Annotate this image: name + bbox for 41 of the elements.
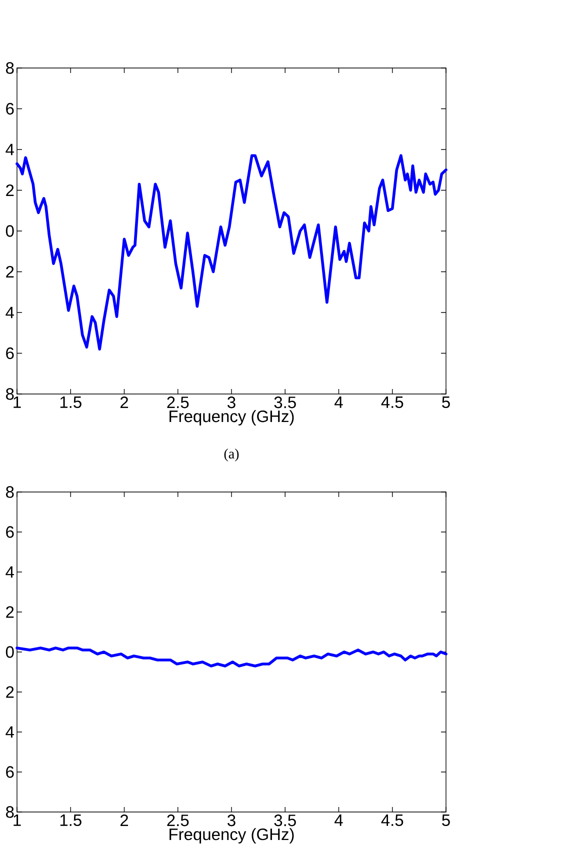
x-axis-title: Frequency (GHz): [170, 410, 294, 426]
text: (a): [224, 448, 239, 462]
x-axis-title: Frequency (GHz): [170, 828, 294, 844]
y-tick-label: 6: [6, 102, 14, 115]
x-tick-label: 2: [120, 396, 128, 408]
line-series: [16, 646, 448, 668]
x-tick-label: 1: [14, 396, 21, 408]
x-tick-label: 3.5: [274, 396, 296, 408]
x-tick-label: 5: [442, 396, 450, 408]
y-tick-label: 2: [6, 184, 14, 196]
y-tick-label: 4: [6, 566, 14, 578]
y-tick-label: 4: [6, 726, 14, 738]
y-tick-label: 0: [6, 646, 14, 658]
y-tick-label: 8: [6, 62, 14, 74]
x-tick-label: 4.5: [381, 396, 404, 408]
y-tick-label: 2: [6, 686, 14, 698]
y-tick-label: 4: [6, 306, 14, 318]
x-tick-label: 2.5: [167, 814, 189, 826]
y-tick-label: 4: [6, 144, 14, 156]
x-tick-label: 4: [334, 396, 343, 408]
y-tick-label: 8: [6, 486, 14, 498]
y-tick-label: 8: [6, 806, 14, 818]
x-tick-label: 1: [14, 814, 21, 826]
x-tick-label: 2.5: [167, 396, 189, 408]
y-tick-label: 6: [6, 766, 14, 778]
line-series: [16, 154, 448, 351]
y-tick-label: 6: [6, 526, 14, 538]
x-tick-label: 3: [228, 396, 236, 408]
x-tick-label: 3: [228, 814, 236, 826]
x-tick-label: 1.5: [60, 814, 82, 826]
y-tick-label: 6: [6, 347, 14, 360]
y-tick-label: 2: [6, 606, 14, 618]
x-tick-label: 2: [120, 814, 128, 826]
x-tick-label: 5: [442, 814, 450, 826]
y-tick-label: 0: [6, 225, 14, 237]
y-tick-label: 8: [6, 388, 14, 400]
x-tick-label: 4: [334, 814, 343, 826]
x-tick-label: 1.5: [60, 396, 82, 408]
y-tick-label: 2: [6, 266, 14, 278]
x-tick-label: 4.5: [381, 814, 404, 826]
x-tick-label: 3.5: [274, 814, 296, 826]
